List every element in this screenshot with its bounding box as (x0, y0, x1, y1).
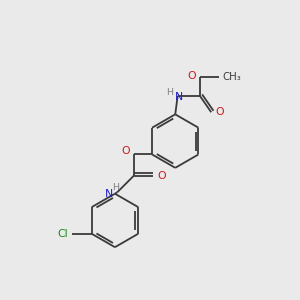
Text: O: O (158, 171, 166, 181)
Text: N: N (175, 92, 183, 101)
Text: O: O (187, 71, 196, 81)
Text: O: O (216, 107, 224, 117)
Text: H: H (112, 183, 119, 192)
Text: O: O (121, 146, 130, 156)
Text: Cl: Cl (58, 229, 68, 239)
Text: CH₃: CH₃ (222, 72, 241, 82)
Text: H: H (166, 88, 173, 98)
Text: N: N (105, 189, 113, 199)
